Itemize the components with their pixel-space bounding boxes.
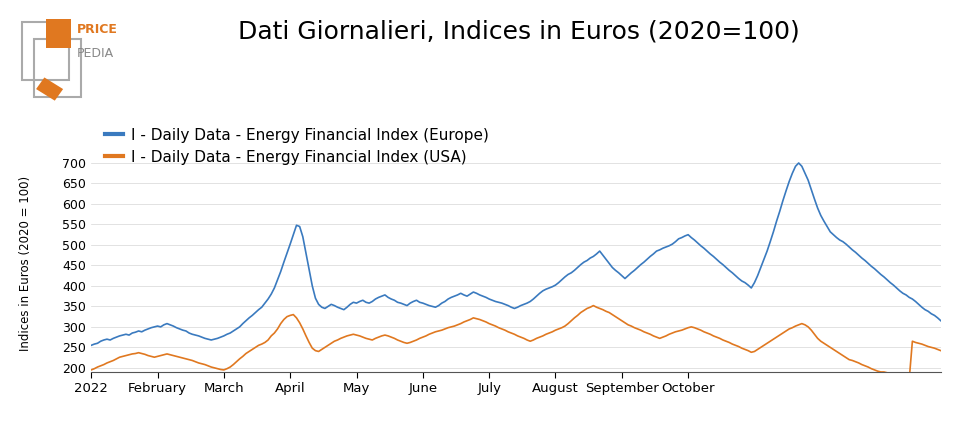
FancyArrow shape	[36, 77, 63, 101]
Text: PRICE: PRICE	[77, 23, 117, 37]
Legend: I - Daily Data - Energy Financial Index (Europe), I - Daily Data - Energy Financ: I - Daily Data - Energy Financial Index …	[99, 122, 495, 172]
Text: Dati Giornalieri, Indices in Euros (2020=100): Dati Giornalieri, Indices in Euros (2020…	[237, 19, 800, 43]
Bar	[34, 39, 82, 97]
Bar	[21, 22, 69, 80]
Y-axis label: Indices in Euros (2020 = 100): Indices in Euros (2020 = 100)	[19, 176, 32, 351]
Bar	[46, 19, 71, 49]
Text: PEDIA: PEDIA	[77, 46, 113, 60]
